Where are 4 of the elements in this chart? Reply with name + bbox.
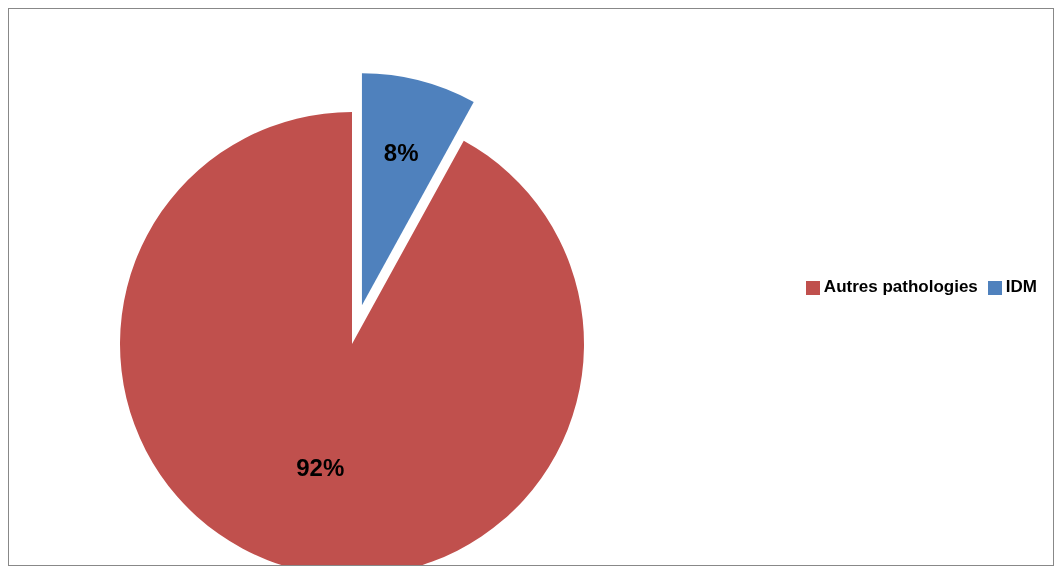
data-label: 8% bbox=[383, 138, 419, 166]
legend-label: IDM bbox=[1005, 277, 1037, 296]
legend-label: Autres pathologies bbox=[823, 277, 978, 296]
data-label: 92% bbox=[296, 454, 345, 482]
